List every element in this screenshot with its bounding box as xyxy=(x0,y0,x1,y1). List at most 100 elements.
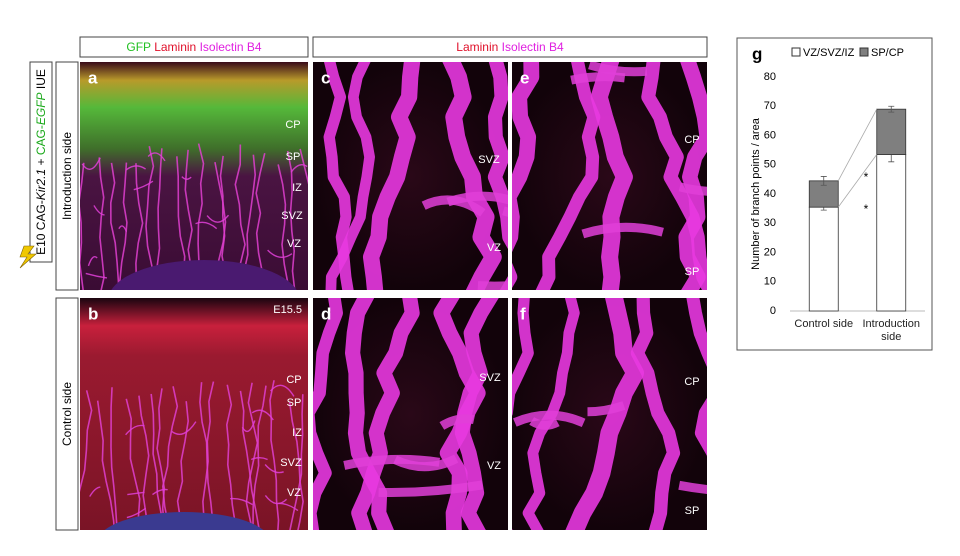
legend-label: VZ/SVZ/IZ xyxy=(803,47,855,59)
side-label: Introduction side xyxy=(60,132,74,220)
vessel-branch xyxy=(250,457,268,461)
region-label: SVZ xyxy=(281,210,303,222)
vessel xyxy=(630,298,681,530)
y-tick-label: 40 xyxy=(764,188,776,200)
vessel-branch xyxy=(570,72,626,85)
vessel-branch xyxy=(81,157,101,170)
construct-part: E10 CAG- xyxy=(34,200,48,255)
vessel-branch xyxy=(152,488,168,496)
ventricle xyxy=(104,512,264,530)
region-label: CP xyxy=(684,376,699,388)
region-label: SP xyxy=(685,266,700,278)
vessel-branch xyxy=(267,249,293,258)
panel-letter: c xyxy=(321,68,330,87)
image-panel: b E15.5 CP SP IZ SVZ VZ xyxy=(80,298,308,530)
vessel-branch xyxy=(126,507,147,519)
side-box xyxy=(55,61,79,291)
vessel-branch xyxy=(251,409,274,421)
panel-letter: a xyxy=(88,68,98,87)
region-label: SVZ xyxy=(478,154,500,166)
vessels xyxy=(313,298,499,530)
vessel-branch xyxy=(393,454,459,472)
stain: Isolectin B4 xyxy=(502,40,564,54)
vessel-branch xyxy=(678,182,707,196)
header-box xyxy=(79,36,309,58)
vessel xyxy=(512,298,534,530)
chart: g Number of branch points / area 0 10 20 30 40… xyxy=(750,44,925,317)
vessel-branch xyxy=(587,401,626,417)
vessel xyxy=(251,385,267,530)
vessels xyxy=(512,62,707,290)
vessel-branch xyxy=(678,480,707,495)
stain: Laminin xyxy=(154,40,196,54)
connector-line xyxy=(837,154,878,208)
image-panel: e CP SP xyxy=(512,62,707,290)
vessel-branch xyxy=(290,164,308,173)
vessel xyxy=(80,390,93,493)
vessel xyxy=(125,398,141,530)
vessels xyxy=(512,298,707,530)
vessel xyxy=(118,162,128,290)
region-label: VZ xyxy=(287,238,301,250)
image-panels: a CP SP IZ SVZ VZ b E15.5 CP SP IZ SVZ VZ c SVZ VZ d SVZ V… xyxy=(80,62,707,530)
region-label: SP xyxy=(286,151,301,163)
vessel-branch xyxy=(195,221,218,230)
vessel-branch xyxy=(264,494,288,505)
construct-part: EGFP xyxy=(34,92,48,125)
panel-letter: e xyxy=(520,68,529,87)
vessel-branch xyxy=(264,464,284,474)
vessel-branch xyxy=(171,421,197,435)
panel-letter: d xyxy=(321,304,331,323)
vessel xyxy=(686,298,707,457)
vessel-branch xyxy=(241,420,256,433)
header-left: GFP Laminin Isolectin B4 xyxy=(126,40,262,54)
vessel xyxy=(288,401,304,530)
vessel xyxy=(98,157,105,290)
vessel xyxy=(535,62,601,290)
vessel-branch xyxy=(378,480,484,498)
vessel-branch xyxy=(502,206,508,217)
vessel xyxy=(286,150,296,290)
bar-segment xyxy=(876,154,907,312)
y-tick-label: 0 xyxy=(770,305,776,317)
electroporation-icon xyxy=(19,245,37,269)
vessel xyxy=(239,390,261,530)
vessel-branch xyxy=(529,417,560,430)
significance-mark: * xyxy=(864,170,869,184)
region-label: SVZ xyxy=(479,372,501,384)
construct-part: + xyxy=(34,158,48,165)
vessel xyxy=(269,380,280,530)
x-tick-label: Control side xyxy=(794,318,854,330)
y-tick-label: 20 xyxy=(764,246,776,258)
region-label: VZ xyxy=(487,460,501,472)
vessel-branch xyxy=(89,486,101,497)
vessel xyxy=(96,400,116,530)
legend-label: SP/CP xyxy=(871,47,904,59)
vessel xyxy=(565,298,644,530)
construct-part: IUE xyxy=(34,69,48,89)
y-tick-label: 30 xyxy=(764,217,776,229)
vessel-branch xyxy=(125,165,147,171)
vessel-branch xyxy=(206,214,230,223)
y-tick-label: 60 xyxy=(764,129,776,141)
vessel-branch xyxy=(133,180,154,191)
vessel-branch xyxy=(125,424,145,436)
region-label: CP xyxy=(684,134,699,146)
vessel-branch xyxy=(581,222,664,239)
connector-line xyxy=(837,108,878,182)
vessel-branch xyxy=(147,152,166,162)
image-panel: f CP SP xyxy=(512,298,707,530)
y-axis-label: Number of branch points / area xyxy=(750,117,762,270)
region-label: IZ xyxy=(292,427,302,439)
region-label: VZ xyxy=(487,242,501,254)
vessel xyxy=(345,298,395,530)
region-label: CP xyxy=(285,119,300,131)
stage-label: E15.5 xyxy=(273,304,302,316)
error-bar xyxy=(888,105,895,113)
vessel xyxy=(323,62,354,290)
region-label: SVZ xyxy=(280,457,302,469)
vessel xyxy=(351,298,420,530)
construct-part: Kir2.1 xyxy=(34,169,48,200)
